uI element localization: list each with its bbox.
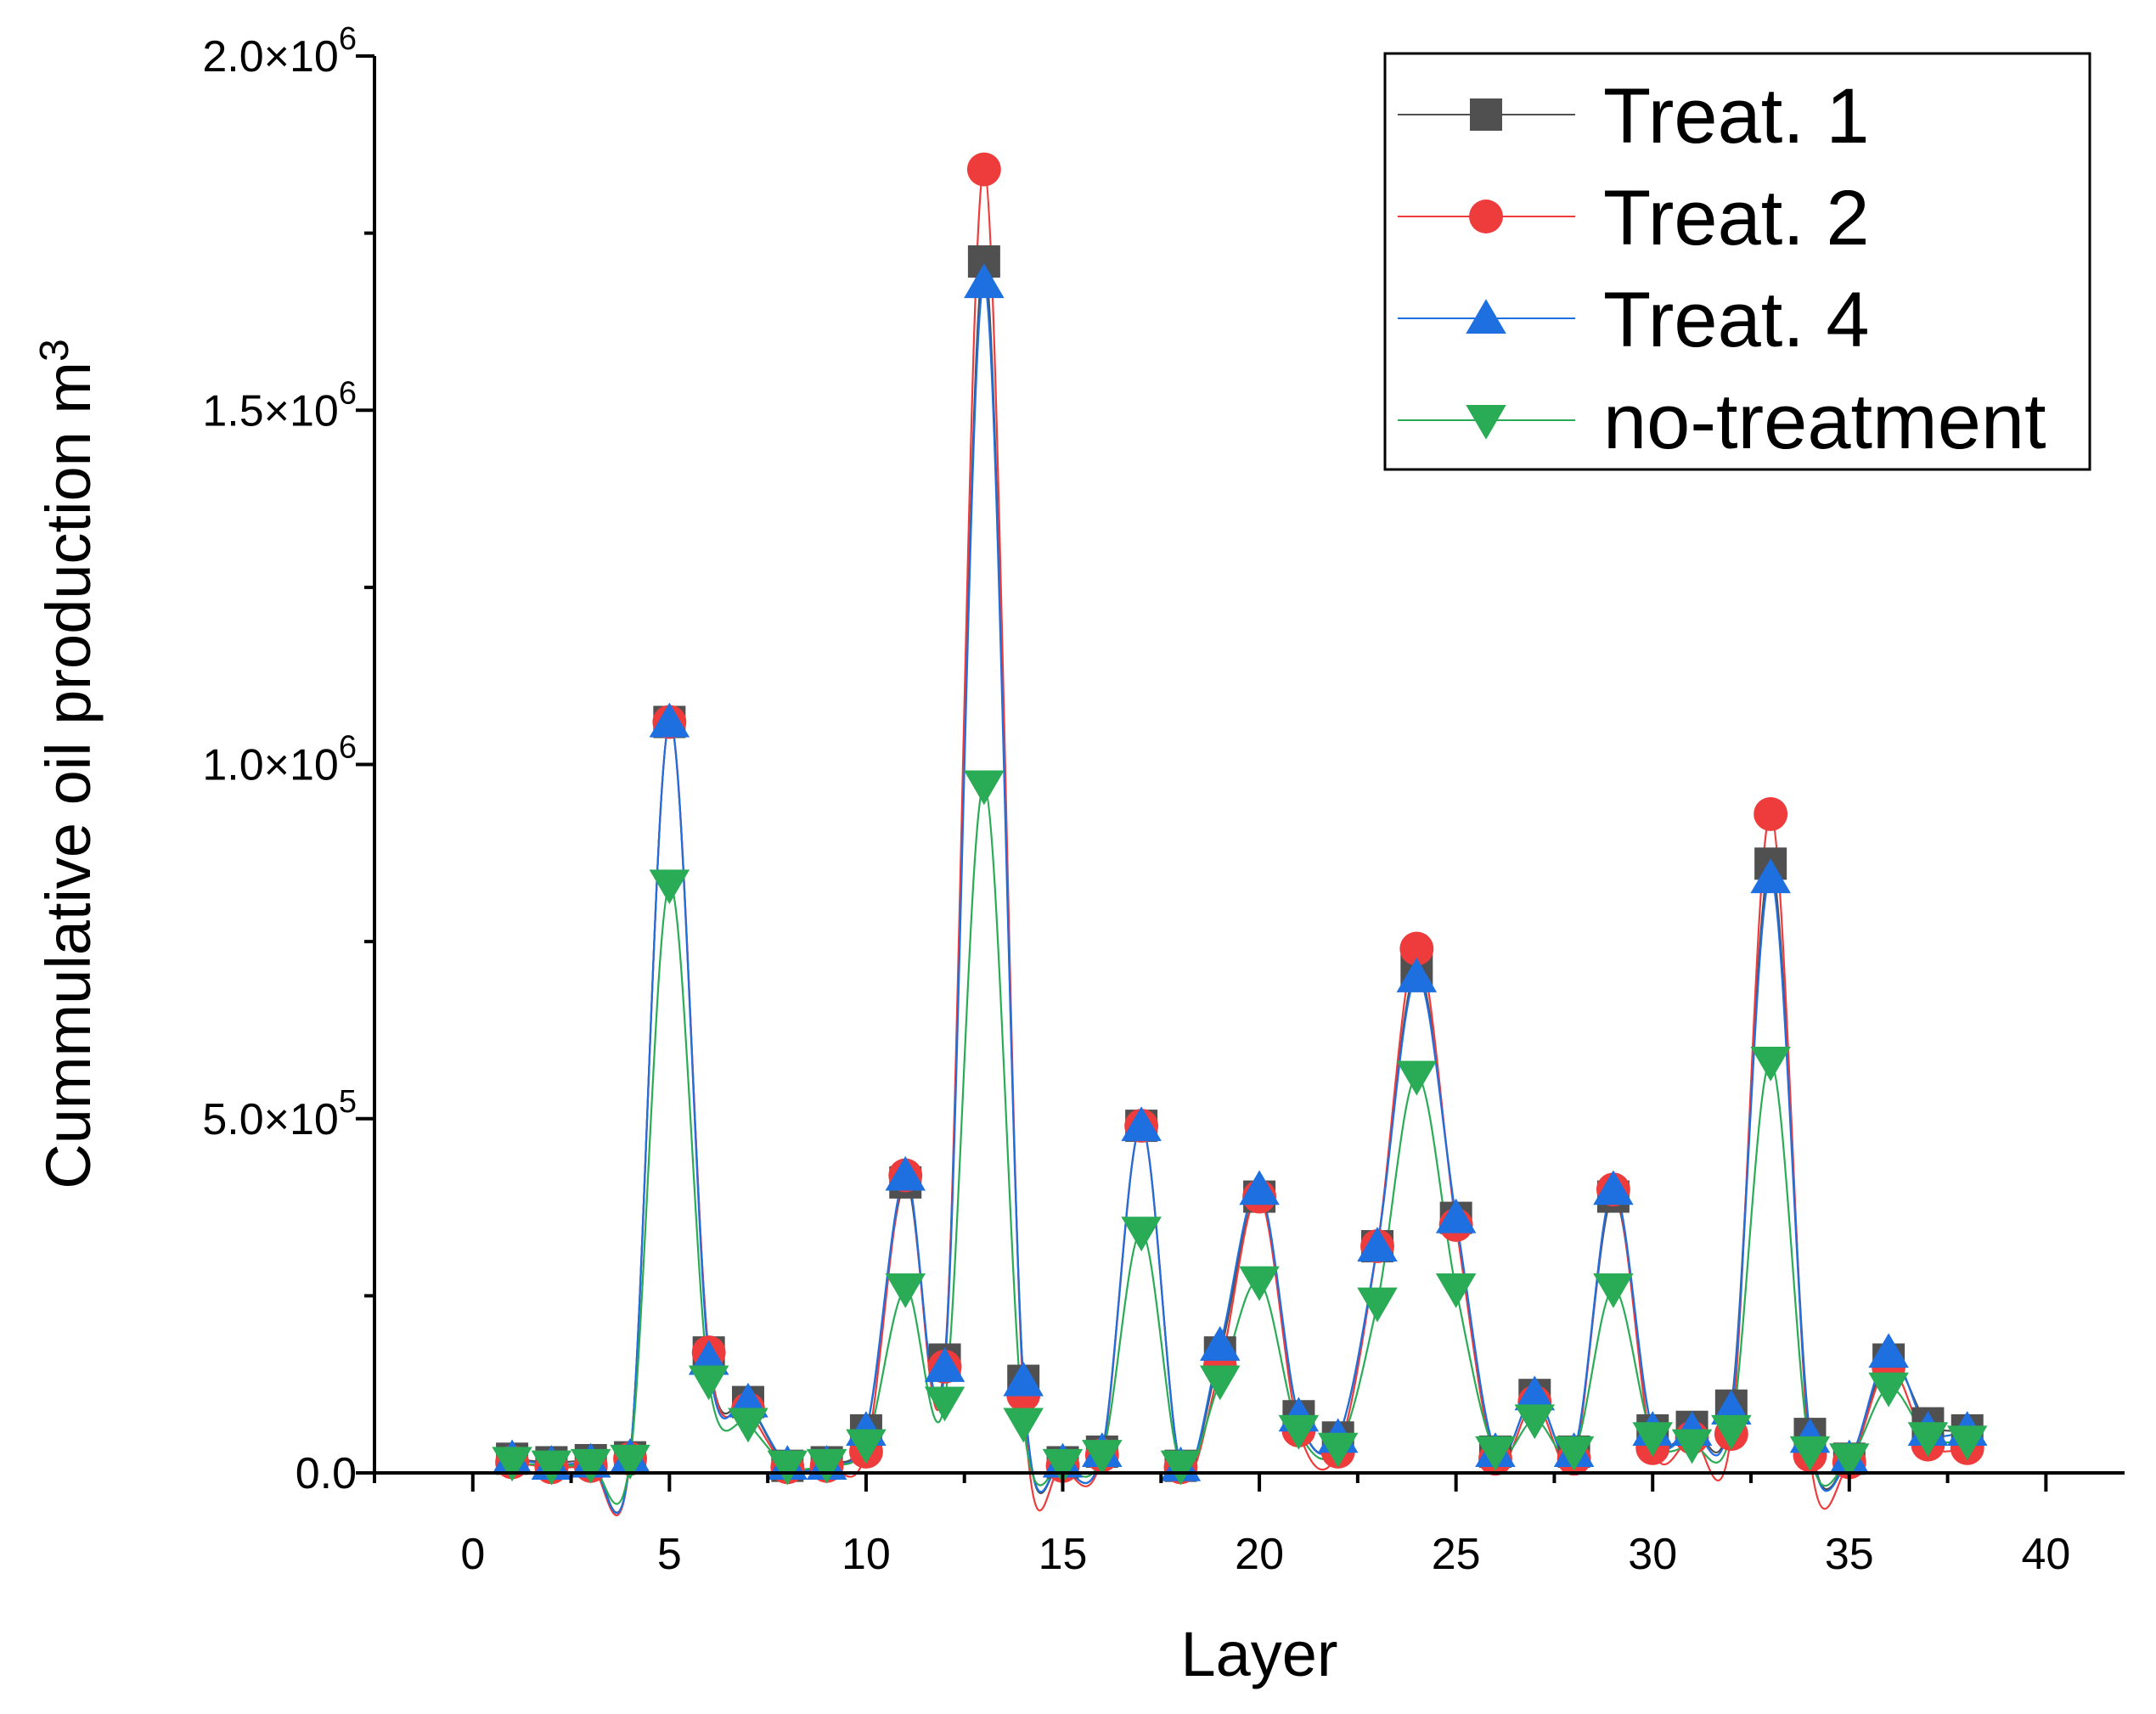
- data-point: [1121, 1217, 1162, 1252]
- data-point: [1553, 1436, 1595, 1471]
- x-tick-label: 0: [460, 1530, 485, 1579]
- y-tick-label: 1.5×106: [202, 375, 357, 436]
- data-point: [1946, 1425, 1988, 1461]
- data-point: [1907, 1422, 1949, 1458]
- data-point: [728, 1408, 768, 1443]
- data-point: [1711, 1414, 1752, 1450]
- data-point: [1200, 1325, 1241, 1361]
- data-point: [1514, 1404, 1556, 1440]
- data-point: [1750, 858, 1791, 894]
- data-point: [1003, 1408, 1044, 1443]
- legend-frame: [1383, 52, 2091, 471]
- legend-item-treat-2: Treat. 2: [1398, 175, 1870, 261]
- data-point: [1399, 931, 1434, 966]
- data-point: [1671, 1429, 1713, 1464]
- data-point: [649, 702, 690, 738]
- legend: Treat. 1 Treat. 2 Treat. 4 no-treatment: [1383, 52, 2091, 471]
- legend-marker: [1469, 199, 1503, 233]
- axes: 0 5 10 15 20 25 30 35 40 0.0 5.0×105 1.0×106 1.5×10…: [202, 21, 2125, 1579]
- data-point: [1042, 1448, 1084, 1484]
- x-tick-label: 10: [842, 1530, 891, 1579]
- legend-label: Treat. 2: [1603, 175, 1870, 261]
- data-point: [1632, 1422, 1673, 1458]
- y-tick-label: 0.0: [296, 1449, 357, 1498]
- legend-item-treat-1: Treat. 1: [1398, 73, 1870, 160]
- data-point: [1514, 1375, 1556, 1411]
- x-tick-label: 40: [2021, 1530, 2070, 1579]
- data-point: [1435, 1198, 1477, 1234]
- data-point: [1829, 1443, 1870, 1479]
- legend-label: Treat. 1: [1603, 73, 1870, 160]
- data-point: [924, 1386, 965, 1422]
- data-point: [1317, 1432, 1359, 1468]
- data-point: [806, 1448, 847, 1484]
- legend-label: Treat. 4: [1603, 277, 1870, 363]
- y-axis-title-superscript: 3: [32, 339, 77, 362]
- y-tick-label: 5.0×105: [202, 1084, 357, 1144]
- plot-series: [492, 152, 1988, 1517]
- data-point: [924, 1347, 965, 1382]
- legend-marker: [1470, 98, 1502, 131]
- x-tick-label: 25: [1432, 1530, 1481, 1579]
- data-point: [1789, 1436, 1831, 1471]
- data-point: [1200, 1365, 1241, 1401]
- data-point: [1868, 1333, 1909, 1368]
- legend-items: Treat. 1 Treat. 2 Treat. 4 no-treatment: [1398, 73, 2046, 465]
- data-point: [966, 152, 1001, 187]
- data-point: [649, 869, 690, 905]
- y-axis-title-main: Cummulative oil production m: [33, 362, 104, 1189]
- data-point: [1239, 1170, 1280, 1205]
- legend-item-no-treatment: no-treatment: [1398, 379, 2046, 465]
- data-point: [570, 1448, 611, 1484]
- legend-marker: [1466, 299, 1506, 334]
- data-point: [846, 1429, 887, 1464]
- data-point: [885, 1273, 926, 1308]
- y-axis-title: Cummulative oil production m3: [32, 339, 104, 1189]
- legend-label: no-treatment: [1603, 379, 2046, 465]
- data-point: [1160, 1450, 1202, 1486]
- data-point: [1868, 1372, 1909, 1408]
- data-point: [1357, 1287, 1398, 1323]
- data-point: [1593, 1170, 1634, 1205]
- x-axis-title: Layer: [1180, 1619, 1337, 1689]
- x-tick-label: 20: [1235, 1530, 1284, 1579]
- data-point: [1754, 796, 1788, 831]
- legend-marker: [1466, 404, 1506, 440]
- data-point: [1278, 1414, 1320, 1450]
- x-tick-label: 35: [1825, 1530, 1874, 1579]
- data-point: [1750, 1046, 1791, 1082]
- data-point: [1475, 1436, 1516, 1471]
- data-point: [531, 1450, 572, 1486]
- data-point: [1396, 1060, 1438, 1096]
- data-point: [964, 263, 1005, 299]
- data-point: [1239, 1266, 1280, 1301]
- y-tick-label: 1.0×106: [202, 730, 357, 790]
- data-point: [492, 1447, 532, 1482]
- y-tick-label: 2.0×106: [202, 21, 357, 81]
- x-tick-label: 30: [1628, 1530, 1677, 1579]
- data-point: [1435, 1273, 1477, 1308]
- data-point: [1396, 958, 1438, 992]
- data-point: [688, 1365, 729, 1401]
- data-point: [964, 770, 1005, 806]
- data-point: [1003, 1361, 1044, 1396]
- series-markers-no-treatment: [492, 770, 1988, 1486]
- y-axis-ticks: 0.0 5.0×105 1.0×106 1.5×106 2.0×106: [202, 21, 374, 1498]
- data-point: [610, 1444, 650, 1480]
- data-point: [1593, 1273, 1634, 1308]
- data-point: [885, 1155, 926, 1191]
- data-point: [1121, 1106, 1162, 1142]
- data-point: [1082, 1440, 1123, 1475]
- x-tick-label: 15: [1039, 1530, 1088, 1579]
- data-point: [1357, 1227, 1398, 1262]
- legend-item-treat-4: Treat. 4: [1398, 277, 1870, 363]
- x-axis-ticks: 0 5 10 15 20 25 30 35 40: [373, 1473, 2070, 1579]
- x-tick-label: 5: [657, 1530, 682, 1579]
- data-point: [767, 1450, 808, 1486]
